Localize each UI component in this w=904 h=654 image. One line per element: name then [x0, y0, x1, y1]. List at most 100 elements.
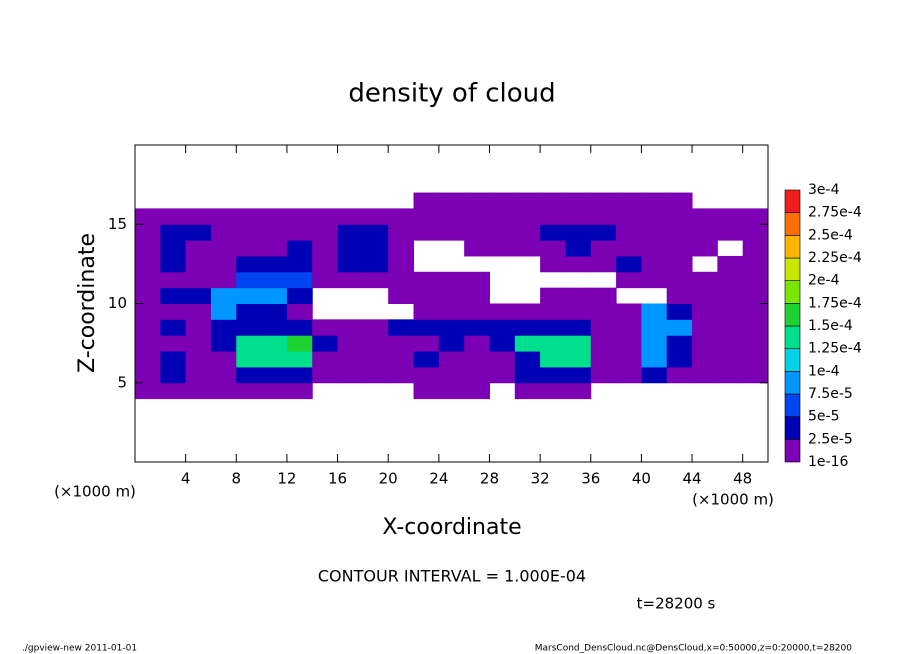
cell — [514, 192, 541, 209]
cell — [438, 303, 465, 320]
colorbar-label: 2.75e-4 — [808, 205, 862, 221]
cell — [742, 208, 769, 225]
colorbar-label: 1e-4 — [808, 363, 840, 379]
cell — [160, 224, 187, 241]
x-tick-label: 48 — [733, 470, 752, 488]
colorbar-label: 5e-5 — [808, 409, 839, 425]
cell — [261, 335, 288, 352]
cell — [489, 335, 516, 352]
cell — [540, 351, 566, 368]
cell — [185, 271, 212, 289]
cell — [312, 335, 339, 352]
cell — [590, 335, 617, 352]
cell — [388, 319, 415, 336]
cell — [565, 240, 592, 257]
cell — [413, 335, 440, 352]
cell — [413, 224, 440, 241]
cell — [489, 303, 516, 320]
cell — [312, 255, 339, 273]
cell — [565, 335, 592, 352]
cell — [286, 319, 313, 336]
colorbar-box — [784, 280, 801, 304]
cell — [160, 208, 187, 225]
cell — [666, 271, 693, 289]
cell — [261, 255, 288, 273]
cell — [312, 240, 339, 257]
cell — [438, 319, 465, 336]
cell — [286, 351, 313, 368]
cell — [362, 255, 389, 273]
cell — [438, 271, 465, 289]
cell — [666, 208, 693, 225]
cell — [692, 335, 718, 352]
cell — [565, 303, 592, 320]
cell — [236, 208, 263, 225]
colorbar-label: 2.25e-4 — [808, 250, 862, 266]
cell — [160, 303, 187, 320]
cell — [312, 319, 339, 336]
cell — [514, 366, 541, 384]
colorbar-label: 1.5e-4 — [808, 318, 853, 334]
cell — [717, 366, 744, 384]
cell — [210, 255, 237, 273]
cell — [286, 240, 313, 257]
cell — [135, 335, 161, 352]
cell — [742, 287, 769, 304]
cell — [413, 271, 440, 289]
cell — [362, 366, 389, 384]
y-axis-label: Z-coordinate — [75, 233, 100, 373]
cell — [692, 303, 718, 320]
cell — [717, 319, 744, 336]
cell — [616, 255, 642, 273]
cell — [742, 335, 769, 352]
cell — [641, 271, 668, 289]
cell — [438, 208, 465, 225]
cell — [641, 319, 668, 336]
cell — [337, 255, 364, 273]
cell — [413, 303, 440, 320]
cell — [489, 192, 516, 209]
x-tick-label: 28 — [480, 470, 499, 488]
cell — [692, 240, 718, 257]
cell — [641, 224, 668, 241]
x-unit: (×1000 m) — [692, 491, 774, 509]
cell — [236, 287, 263, 304]
x-axis-label: X-coordinate — [382, 515, 521, 540]
cell — [514, 335, 541, 352]
cell — [185, 255, 212, 273]
cell — [692, 224, 718, 241]
colorbar-label: 1.75e-4 — [808, 295, 862, 311]
cell — [717, 303, 744, 320]
cell — [666, 240, 693, 257]
cell — [590, 303, 617, 320]
colorbar-box — [784, 235, 801, 259]
cell — [286, 255, 313, 273]
cell — [590, 192, 617, 209]
cell — [337, 240, 364, 257]
time-label: t=28200 s — [637, 595, 716, 613]
cell — [489, 319, 516, 336]
cell — [160, 351, 187, 368]
cell — [185, 335, 212, 352]
colorbar-box — [784, 257, 801, 281]
cell — [286, 366, 313, 384]
x-tick-label: 44 — [682, 470, 701, 488]
cell — [616, 271, 642, 289]
cell — [135, 271, 161, 289]
cell — [413, 208, 440, 225]
y-tick-label: 5 — [117, 373, 127, 391]
cell — [185, 303, 212, 320]
cell — [135, 303, 161, 320]
cell — [692, 287, 718, 304]
cell — [590, 208, 617, 225]
cell — [362, 224, 389, 241]
cell — [210, 351, 237, 368]
cell — [135, 382, 161, 400]
cell — [692, 366, 718, 384]
cell — [413, 351, 440, 368]
cell — [438, 192, 465, 209]
cell — [616, 303, 642, 320]
cell — [236, 271, 263, 289]
cell — [616, 335, 642, 352]
